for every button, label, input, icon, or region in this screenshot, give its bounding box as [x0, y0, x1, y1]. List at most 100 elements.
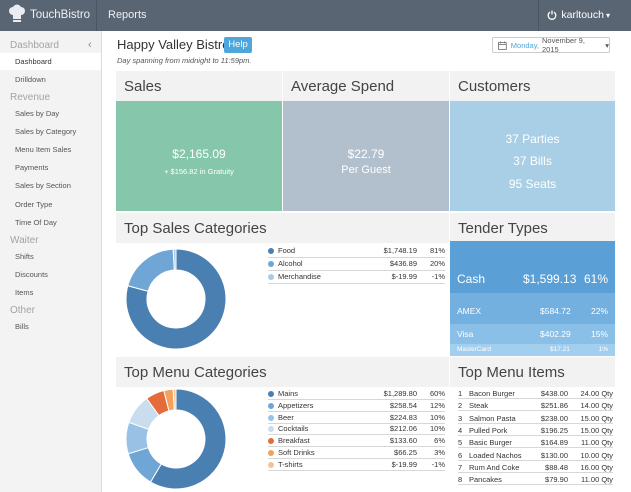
menu-item-name: Salmon Pasta	[469, 413, 516, 423]
sales-gratuity: + $156.82 in Gratuity	[164, 167, 234, 176]
nav-reports[interactable]: Reports	[108, 9, 147, 21]
menu-items-list: 1 Bacon Burger $438.00 24.00 Qty 2 Steak $251.…	[458, 388, 613, 488]
tender-name: Visa	[457, 329, 474, 339]
legend-percent: 81%	[429, 246, 445, 255]
tender-percent: 22%	[590, 306, 608, 316]
tender-row-mastercard: MasterCard $17.21 1%	[450, 344, 615, 356]
legend-label: Breakfast	[278, 436, 310, 446]
menu-item-name: Basic Burger	[469, 438, 512, 448]
tile-title: Average Spend	[283, 71, 449, 101]
legend-swatch	[268, 261, 274, 267]
menu-item-name: Pulled Pork	[469, 425, 508, 435]
menu-item-qty: 16.00 Qty	[580, 462, 613, 472]
menu-item-qty: 15.00 Qty	[580, 413, 613, 423]
legend-amount: $224.83	[389, 412, 417, 422]
date-picker[interactable]: Monday, November 9, 2015 ▾	[492, 36, 610, 54]
legend-label: Beer	[278, 412, 294, 422]
tile-title: Sales	[116, 71, 282, 101]
menu-item-rank: 1	[458, 389, 463, 398]
legend-row: Appetizers $258.54 12%	[268, 400, 445, 412]
sidebar-item-dashboard[interactable]: Dashboard	[0, 53, 101, 70]
logo[interactable]: TouchBistro	[8, 4, 90, 26]
sales-tile: Sales $2,165.09 + $156.82 in Gratuity	[116, 71, 282, 211]
menu-item-amount: $88.48	[545, 462, 568, 472]
chevron-down-icon: ▾	[605, 40, 609, 50]
legend-amount: $-19.99	[391, 459, 417, 469]
sidebar-item-discounts[interactable]: Discounts	[15, 270, 48, 279]
sidebar-item-payments[interactable]: Payments	[15, 163, 49, 172]
tender-percent: 61%	[583, 272, 608, 286]
help-button[interactable]: Help	[224, 37, 252, 53]
sidebar-item-drilldown[interactable]: Drilldown	[15, 75, 46, 84]
menu-item-qty: 10.00 Qty	[580, 450, 613, 460]
menu-item-rank: 4	[458, 425, 463, 435]
menu-item-row: 5 Basic Burger $164.89 11.00 Qty	[458, 437, 613, 449]
legend-label: Cocktails	[278, 424, 309, 434]
donut-slice-t-shirts	[172, 388, 177, 411]
legend-percent: 10%	[429, 424, 445, 434]
sidebar-item-menu-item-sales[interactable]: Menu Item Sales	[15, 145, 72, 154]
menu-item-rank: 6	[458, 450, 463, 460]
divider	[538, 0, 539, 31]
panel-title: Top Menu Categories	[116, 357, 449, 387]
menu-item-rank: 7	[458, 462, 463, 472]
top-bar: TouchBistro Reports karltouch ▾	[0, 0, 631, 31]
legend-swatch	[268, 391, 274, 397]
legend-percent: 3%	[434, 448, 445, 457]
legend-amount: $133.60	[389, 436, 417, 446]
sidebar-item-time-of-day[interactable]: Time Of Day	[15, 218, 57, 227]
calendar-icon	[498, 40, 507, 50]
legend-percent: 60%	[429, 389, 445, 398]
menu-item-name: Loaded Nachos	[469, 450, 522, 460]
sidebar-item-sales-by-category[interactable]: Sales by Category	[15, 127, 77, 136]
customers-body: 37 Parties 37 Bills 95 Seats	[450, 101, 615, 211]
sales-amount: $2,165.09	[172, 147, 226, 161]
menu-item-qty: 14.00 Qty	[580, 401, 613, 411]
sidebar-item-order-type[interactable]: Order Type	[15, 200, 53, 209]
customers-tile: Customers 37 Parties 37 Bills 95 Seats	[450, 71, 615, 211]
menu-item-name: Steak	[469, 401, 489, 411]
menu-item-name: Rum And Coke	[469, 462, 520, 472]
legend-row: Merchandise $-19.99 -1%	[268, 271, 445, 284]
menu-categories-legend: Mains $1,289.80 60% Appetizers $258.54 12% Bee…	[268, 388, 445, 480]
donut-slice-mains	[149, 388, 227, 490]
menu-item-rank: 5	[458, 438, 463, 448]
legend-label: Appetizers	[278, 400, 314, 410]
sidebar-item-sales-by-day[interactable]: Sales by Day	[15, 109, 60, 118]
legend-row: Beer $224.83 10%	[268, 412, 445, 424]
menu-item-row: 3 Salmon Pasta $238.00 15.00 Qty	[458, 413, 613, 424]
legend-swatch	[268, 450, 274, 456]
sidebar-item-shifts[interactable]: Shifts	[15, 252, 34, 261]
legend-row: Mains $1,289.80 60%	[268, 388, 445, 400]
menu-item-qty: 15.00 Qty	[580, 425, 613, 435]
legend-amount: $258.54	[389, 400, 417, 410]
chevron-left-icon[interactable]: ‹	[88, 39, 92, 51]
sidebar-item-bills[interactable]: Bills	[15, 322, 29, 331]
tile-title: Customers	[450, 71, 615, 101]
user-menu[interactable]: karltouch ▾	[547, 9, 610, 21]
sidebar-section-dashboard: Dashboard	[10, 40, 59, 51]
legend-amount: $-19.99	[391, 272, 417, 281]
divider	[96, 0, 97, 31]
sidebar-item-items[interactable]: Items	[15, 288, 34, 297]
legend-swatch	[268, 461, 274, 468]
customers-bills: 37 Bills	[513, 154, 552, 168]
panel-title: Top Sales Categories	[116, 213, 449, 243]
legend-swatch	[268, 438, 274, 445]
sidebar-item-sales-by-section[interactable]: Sales by Section	[15, 181, 71, 190]
menu-item-amount: $438.00	[540, 389, 568, 398]
legend-row: T-shirts $-19.99 -1%	[268, 459, 445, 471]
legend-row: Alcohol $436.89 20%	[268, 258, 445, 271]
page-subtitle: Day spanning from midnight to 11:59pm.	[117, 56, 252, 65]
sales-categories-donut-chart	[125, 248, 227, 350]
menu-item-row: 1 Bacon Burger $438.00 24.00 Qty	[458, 388, 613, 399]
legend-swatch	[268, 414, 274, 421]
tender-percent: 15%	[590, 329, 608, 339]
legend-percent: 10%	[429, 412, 445, 422]
tender-types-panel: Tender Types Cash $1,599.13 61% AMEX $58…	[450, 213, 615, 359]
tender-row-visa: Visa $402.29 15%	[450, 324, 615, 344]
tender-amount: $17.21	[550, 346, 570, 353]
legend-swatch	[268, 274, 274, 280]
legend-swatch	[268, 248, 274, 254]
menu-item-amount: $238.00	[540, 413, 568, 423]
